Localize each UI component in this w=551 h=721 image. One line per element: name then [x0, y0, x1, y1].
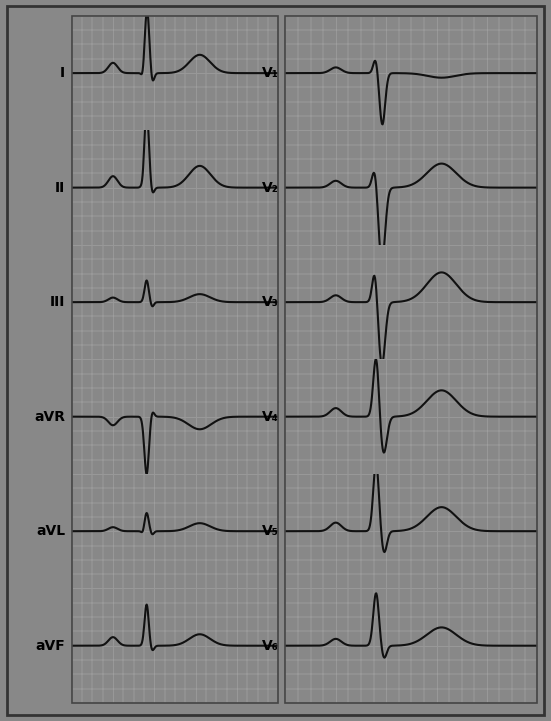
Text: aVF: aVF	[35, 639, 65, 653]
Text: V₆: V₆	[262, 639, 279, 653]
Text: V₁: V₁	[262, 66, 279, 80]
Text: V₄: V₄	[262, 410, 279, 424]
Text: V₅: V₅	[262, 524, 279, 538]
Text: III: III	[50, 295, 65, 309]
Text: V₂: V₂	[262, 181, 279, 195]
Text: aVR: aVR	[34, 410, 65, 424]
Text: I: I	[60, 66, 65, 80]
Text: V₃: V₃	[262, 295, 279, 309]
Text: II: II	[55, 181, 65, 195]
Text: aVL: aVL	[36, 524, 65, 538]
